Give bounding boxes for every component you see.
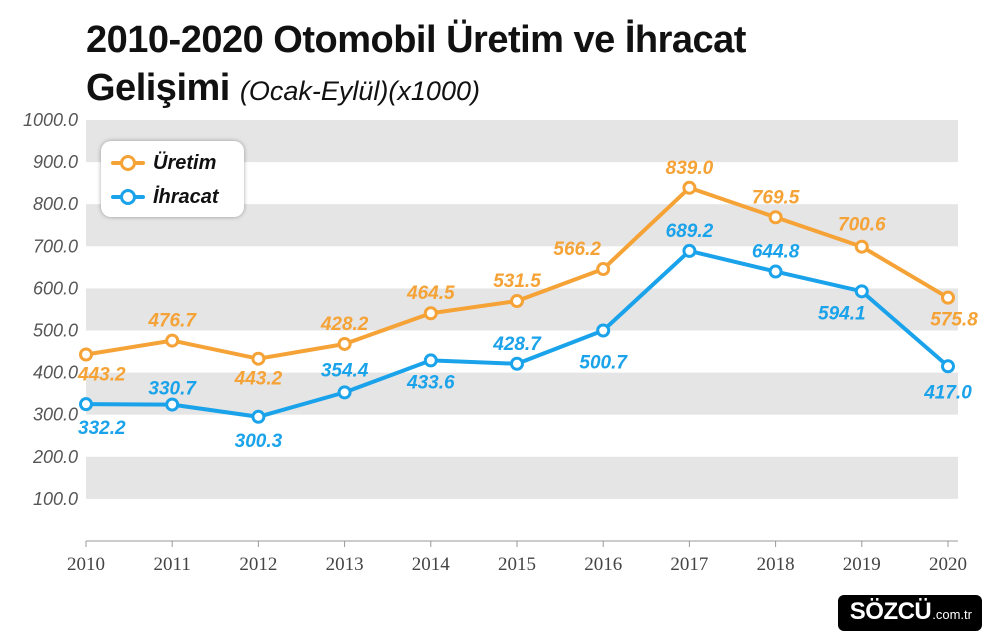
x-axis bbox=[85, 540, 958, 547]
y-tick-label: 1000.0 bbox=[23, 110, 78, 130]
data-labels: 443.2 476.7 443.2 428.2 464.5 531.5 566.2 839.0… bbox=[77, 158, 978, 452]
data-point bbox=[682, 243, 697, 258]
data-point bbox=[941, 359, 955, 374]
data-label: 464.5 bbox=[406, 283, 455, 304]
data-point bbox=[682, 180, 697, 195]
grid-band bbox=[86, 372, 958, 415]
chart-title-line-1: 2010-2020 Otomobil Üretim ve İhracat bbox=[86, 19, 746, 61]
x-tick-label: 2010 bbox=[67, 554, 105, 575]
data-point bbox=[337, 336, 352, 351]
chart-title-line-2: Gelişimi bbox=[86, 67, 230, 109]
data-point bbox=[251, 351, 266, 366]
chart-title: 2010-2020 Otomobil Üretim ve İhracat Geli… bbox=[86, 16, 746, 115]
legend-label-production: Üretim bbox=[153, 151, 217, 174]
x-tick-label: 2012 bbox=[239, 554, 277, 575]
data-label: 700.6 bbox=[838, 215, 886, 236]
brand-suffix: .com.tr bbox=[932, 607, 972, 622]
series-points bbox=[79, 180, 955, 424]
legend-label-export: İhracat bbox=[153, 185, 219, 208]
data-label: 769.5 bbox=[752, 187, 800, 208]
x-tick-label: 2017 bbox=[670, 554, 708, 575]
y-tick-label: 100.0 bbox=[33, 489, 78, 509]
data-point bbox=[165, 397, 180, 412]
y-tick-label: 400.0 bbox=[33, 363, 78, 383]
data-label: 330.7 bbox=[148, 379, 197, 400]
brand-name: SÖZCÜ bbox=[849, 598, 932, 625]
data-point bbox=[768, 210, 783, 225]
data-point bbox=[768, 264, 783, 279]
y-axis-tick-labels: 100.0 200.0 300.0 400.0 500.0 600.0 700.0 800.0… bbox=[23, 110, 78, 509]
data-label: 300.3 bbox=[235, 431, 283, 452]
x-tick-label: 2011 bbox=[154, 554, 191, 575]
data-point bbox=[79, 347, 93, 362]
data-label: 644.8 bbox=[752, 242, 800, 263]
data-label: 839.0 bbox=[666, 158, 714, 179]
data-label: 476.7 bbox=[147, 311, 197, 332]
data-point bbox=[423, 306, 438, 321]
y-tick-label: 500.0 bbox=[33, 321, 78, 341]
data-label: 575.8 bbox=[930, 310, 978, 331]
data-label: 566.2 bbox=[553, 239, 601, 260]
grid-band bbox=[86, 288, 958, 331]
data-label: 689.2 bbox=[666, 221, 714, 242]
x-tick-label: 2020 bbox=[929, 554, 967, 575]
x-tick-label: 2015 bbox=[498, 554, 536, 575]
data-label: 354.4 bbox=[321, 360, 369, 381]
data-point bbox=[854, 239, 869, 254]
data-label: 531.5 bbox=[493, 271, 541, 292]
legend-item-production: Üretim bbox=[111, 150, 216, 176]
x-axis-tick-labels: 2010 2011 2012 2013 2014 2015 2016 2017 2018 2019… bbox=[67, 554, 967, 575]
x-tick-label: 2018 bbox=[757, 554, 795, 575]
data-label: 443.2 bbox=[234, 369, 283, 390]
data-point bbox=[510, 356, 524, 371]
y-tick-label: 700.0 bbox=[33, 236, 78, 256]
data-point bbox=[337, 385, 352, 400]
data-label: 428.7 bbox=[492, 334, 542, 355]
data-point bbox=[941, 290, 955, 305]
data-label: 433.6 bbox=[406, 372, 455, 393]
data-point bbox=[79, 397, 93, 412]
legend-swatch-production bbox=[111, 155, 145, 171]
data-label: 500.7 bbox=[579, 353, 628, 374]
brand-logo[interactable]: SÖZCÜ .com.tr bbox=[837, 595, 982, 631]
data-point bbox=[251, 409, 266, 424]
legend-swatch-export bbox=[111, 189, 145, 205]
chart-subtitle: (Ocak-Eylül)(x1000) bbox=[239, 76, 480, 106]
y-tick-label: 800.0 bbox=[33, 194, 78, 214]
data-label: 428.2 bbox=[320, 314, 369, 335]
grid-band bbox=[86, 456, 958, 499]
data-point bbox=[165, 333, 180, 348]
y-tick-label: 200.0 bbox=[32, 447, 78, 467]
data-label: 417.0 bbox=[923, 382, 972, 403]
y-tick-label: 300.0 bbox=[33, 405, 78, 425]
data-label: 594.1 bbox=[818, 303, 866, 324]
data-point bbox=[854, 284, 869, 299]
data-point bbox=[596, 262, 611, 277]
legend: Üretim İhracat bbox=[101, 141, 244, 217]
data-point bbox=[596, 323, 611, 338]
x-tick-label: 2013 bbox=[326, 554, 364, 575]
data-label: 332.2 bbox=[78, 418, 126, 439]
x-tick-label: 2019 bbox=[843, 554, 881, 575]
data-label: 443.2 bbox=[77, 364, 126, 385]
y-tick-label: 600.0 bbox=[33, 278, 78, 298]
data-point bbox=[510, 294, 524, 309]
legend-item-export: İhracat bbox=[111, 184, 219, 210]
data-point bbox=[423, 353, 438, 368]
x-tick-label: 2016 bbox=[584, 554, 622, 575]
x-tick-label: 2014 bbox=[412, 554, 451, 575]
y-tick-label: 900.0 bbox=[33, 152, 78, 172]
